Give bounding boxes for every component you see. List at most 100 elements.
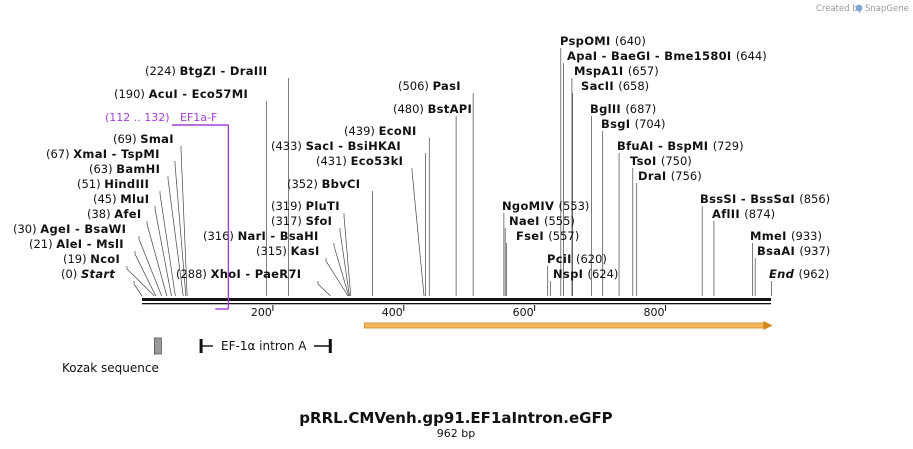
site-position: (38)	[87, 207, 114, 221]
site-label-bbvci[interactable]: (352) BbvCI	[287, 177, 360, 191]
dna-backbone-strand	[142, 303, 771, 305]
site-enzyme-name: FseI	[516, 229, 548, 243]
site-enzyme-name: MspA1I	[574, 64, 628, 78]
site-labels: (0) Start(19) NcoI(21) AleI - MslI(30) A…	[13, 34, 830, 281]
site-leader-alei	[134, 251, 157, 297]
site-enzyme-name: AgeI - BsaWI	[40, 222, 126, 236]
site-position: (67)	[46, 147, 73, 161]
site-label-kasi[interactable]: (315) KasI	[256, 244, 320, 258]
site-label-tsoi[interactable]: TsoI (750)	[630, 154, 692, 168]
intron-cap-left	[199, 339, 203, 353]
site-leader-smai	[180, 146, 188, 297]
site-label-fsei[interactable]: FseI (557)	[516, 229, 579, 243]
site-label-afei[interactable]: (38) AfeI	[87, 207, 141, 221]
site-position: (45)	[93, 192, 120, 206]
site-label-bsssi[interactable]: BssSI - BssSαI (856)	[700, 192, 830, 206]
orf-arrow[interactable]	[364, 321, 773, 330]
site-position: (506)	[398, 79, 433, 93]
site-label-aflii[interactable]: AflII (874)	[712, 207, 775, 221]
site-label-mspa1i[interactable]: MspA1I (657)	[574, 64, 659, 78]
orf-bar	[364, 322, 764, 329]
site-enzyme-name: PasI	[433, 79, 461, 93]
site-leader-afei	[146, 221, 168, 297]
axis-tick-label: 200	[251, 306, 272, 319]
plasmid-length: 962 bp	[437, 427, 475, 440]
site-label-econi[interactable]: (439) EcoNI	[344, 124, 417, 138]
site-label-bglii[interactable]: BglII (687)	[590, 102, 656, 116]
site-enzyme-name: BamHI	[116, 162, 160, 176]
site-enzyme-name: XmaI - TspMI	[73, 147, 159, 161]
site-label-bsgi[interactable]: BsgI (704)	[601, 117, 666, 131]
site-label-eco53ki[interactable]: (431) Eco53kI	[316, 154, 403, 168]
site-position: (856)	[799, 192, 830, 206]
site-enzyme-name: NaeI	[509, 214, 544, 228]
axis-tick-label: 600	[513, 306, 534, 319]
site-label-pluti[interactable]: (319) PluTI	[271, 199, 340, 213]
site-label-bsaai[interactable]: BsaAI (937)	[757, 244, 830, 258]
site-label-pspomi[interactable]: PspOMI (640)	[560, 34, 646, 48]
site-enzyme-name: BtgZI - DraIII	[180, 64, 268, 78]
site-enzyme-name: EcoNI	[379, 124, 417, 138]
site-label-bfuai[interactable]: BfuAI - BspMI (729)	[617, 139, 744, 153]
site-label-mmei[interactable]: MmeI (933)	[750, 229, 822, 243]
site-label-acui[interactable]: (190) AcuI - Eco57MI	[114, 87, 248, 101]
site-label-smai[interactable]: (69) SmaI	[113, 132, 174, 146]
primer-range: (112 .. 132)	[105, 111, 170, 124]
site-enzyme-name: TsoI	[630, 154, 661, 168]
kozak-feature[interactable]: Kozak sequence	[62, 337, 162, 375]
site-enzyme-name: NcoI	[90, 252, 120, 266]
site-enzyme-name: BglII	[590, 102, 625, 116]
site-label-ncoi[interactable]: (19) NcoI	[63, 252, 120, 266]
site-label-bstapi[interactable]: (480) BstAPI	[393, 102, 472, 116]
site-leader-xmai	[174, 161, 187, 297]
site-label-xmai[interactable]: (67) XmaI - TspMI	[46, 147, 160, 161]
site-position: (433)	[271, 139, 306, 153]
site-label-mlui[interactable]: (45) MluI	[93, 192, 149, 206]
site-position: (431)	[316, 154, 351, 168]
site-label-bamhi[interactable]: (63) BamHI	[89, 162, 160, 176]
site-position: (644)	[736, 49, 767, 63]
site-label-pasi[interactable]: (506) PasI	[398, 79, 461, 93]
site-label-saci[interactable]: (433) SacI - BsiHKAI	[271, 139, 401, 153]
site-label-nspi[interactable]: NspI (624)	[553, 267, 618, 281]
site-label-xhoi[interactable]: (288) XhoI - PaeR7I	[176, 267, 301, 281]
site-enzyme-name: BsgI	[601, 117, 635, 131]
site-enzyme-name: PspOMI	[560, 34, 615, 48]
site-enzyme-name: BfuAI - BspMI	[617, 139, 713, 153]
site-label-drai[interactable]: DraI (756)	[638, 169, 702, 183]
site-enzyme-name: SmaI	[140, 132, 174, 146]
site-label-hindiii[interactable]: (51) HindIII	[77, 177, 149, 191]
brand-text: SnapGene	[865, 4, 909, 14]
site-enzyme-name: BssSI - BssSαI	[700, 192, 799, 206]
site-enzyme-name: PciI	[547, 252, 576, 266]
site-label-sfoi[interactable]: (317) SfoI	[271, 214, 332, 228]
site-label-agei[interactable]: (30) AgeI - BsaWI	[13, 222, 126, 236]
site-leader-eco53ki	[411, 168, 425, 297]
site-position: (658)	[618, 79, 649, 93]
site-label-apai[interactable]: ApaI - BaeGI - Bme1580I (644)	[567, 49, 767, 63]
site-leader-sfoi	[339, 228, 350, 297]
site-label-nari[interactable]: (316) NarI - BsaHI	[203, 229, 319, 243]
site-position: (21)	[29, 237, 56, 251]
site-label-btgzi[interactable]: (224) BtgZI - DraIII	[145, 64, 268, 78]
site-label-sacii[interactable]: SacII (658)	[581, 79, 649, 93]
site-label-end[interactable]: End (962)	[769, 267, 829, 281]
primer-ef1a-f[interactable]: (112 .. 132) EF1a-F	[105, 111, 230, 310]
site-position: (317)	[271, 214, 306, 228]
axis-tick-label: 800	[644, 306, 665, 319]
site-label-alei[interactable]: (21) AleI - MslI	[29, 237, 124, 251]
site-enzyme-name: XhoI - PaeR7I	[211, 267, 302, 281]
site-leader-nari	[333, 243, 350, 297]
site-leader-xhoi	[317, 281, 331, 297]
primer-name: EF1a-F	[180, 111, 217, 124]
site-enzyme-name: BstAPI	[428, 102, 473, 116]
site-label-pcii[interactable]: PciI (620)	[547, 252, 607, 266]
site-label-ngomiv[interactable]: NgoMIV (553)	[502, 199, 589, 213]
intron-feature[interactable]: EF-1α intron A	[199, 339, 332, 353]
site-label-start[interactable]: (0) Start	[61, 267, 115, 281]
site-label-naei[interactable]: NaeI (555)	[509, 214, 575, 228]
site-enzyme-name: SacI - BsiHKAI	[306, 139, 401, 153]
site-position: (316)	[203, 229, 238, 243]
site-position: (555)	[544, 214, 575, 228]
site-position: (315)	[256, 244, 291, 258]
